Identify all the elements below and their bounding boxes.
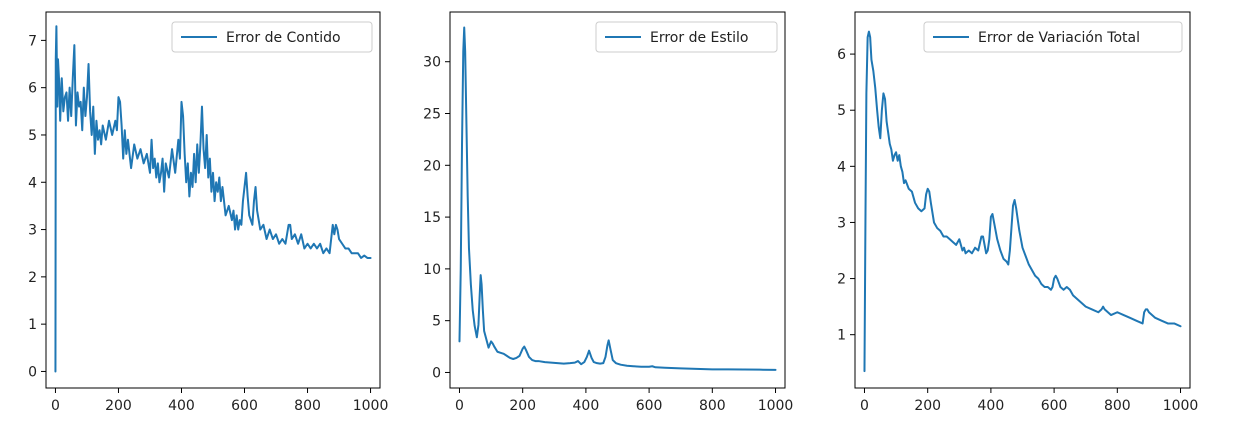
x-tick-label: 200 [105,398,132,414]
legend-box [595,21,778,53]
y-tick-label: 4 [28,175,37,191]
y-tick-label: 5 [28,128,37,144]
chart-panel-variacion-total: Error de Variación Total 0 200 400 600 800 10… [837,11,1199,414]
x-tick-label: 0 [455,398,464,414]
y-tick-label: 6 [837,47,846,63]
x-tick-label: 200 [509,398,536,414]
y-tick-label: 15 [423,210,441,226]
x-tick-label: 800 [699,398,726,414]
x-tick-label: 1000 [758,398,794,414]
plot-area-estilo [458,26,777,371]
x-tick-label: 0 [860,398,869,414]
legend-label: Error de Variación Total [978,30,1140,46]
x-tick-label: 400 [978,398,1005,414]
series-line-0 [863,30,1182,373]
y-tick-label: 20 [423,158,441,174]
y-tick-label: 2 [837,272,846,288]
x-tick-label: 600 [231,398,258,414]
y-tick-label: 3 [837,215,846,231]
y-tick-label: 10 [423,262,441,278]
x-tick-label: 1000 [353,398,389,414]
y-tick-label: 1 [837,328,846,344]
x-tick-label: 0 [51,398,60,414]
legend: Error de Variación Total [923,21,1183,53]
legend: Error de Contido [171,21,373,53]
axes-frame [449,11,786,389]
x-tick-label: 600 [1041,398,1068,414]
y-tick-label: 4 [837,159,846,175]
y-tick-label: 7 [28,33,37,49]
axes-frame [45,11,381,389]
x-tick-label: 800 [294,398,321,414]
x-tick-label: 600 [636,398,663,414]
series-line-0 [458,26,777,371]
y-tick-label: 5 [432,314,441,330]
x-tick-label: 400 [168,398,195,414]
axes-frame [854,11,1191,389]
plot-area-variacion-total [863,30,1182,373]
y-tick-label: 0 [432,365,441,381]
series-line-0 [54,25,372,373]
legend: Error de Estilo [595,21,778,53]
y-tick-label: 25 [423,107,441,123]
y-tick-label: 5 [837,103,846,119]
legend-box [171,21,373,53]
y-tick-label: 3 [28,223,37,239]
y-tick-label: 1 [28,317,37,333]
y-tick-label: 30 [423,55,441,71]
x-tick-label: 400 [573,398,600,414]
legend-box [923,21,1183,53]
chart-panel-contido: Error de Contido 0 200 400 600 800 1000 0 1 2 3 4 5… [28,11,389,414]
x-tick-label: 1000 [1163,398,1199,414]
legend-label: Error de Estilo [650,30,749,46]
plot-area-contido [54,25,372,373]
y-tick-label: 2 [28,270,37,286]
legend-label: Error de Contido [226,30,341,46]
y-tick-label: 0 [28,364,37,380]
y-tick-label: 6 [28,81,37,97]
chart-panel-estilo: Error de Estilo 0 200 400 600 800 1000 0 5 10 15 2… [423,11,794,414]
x-tick-label: 800 [1104,398,1131,414]
x-tick-label: 200 [914,398,941,414]
